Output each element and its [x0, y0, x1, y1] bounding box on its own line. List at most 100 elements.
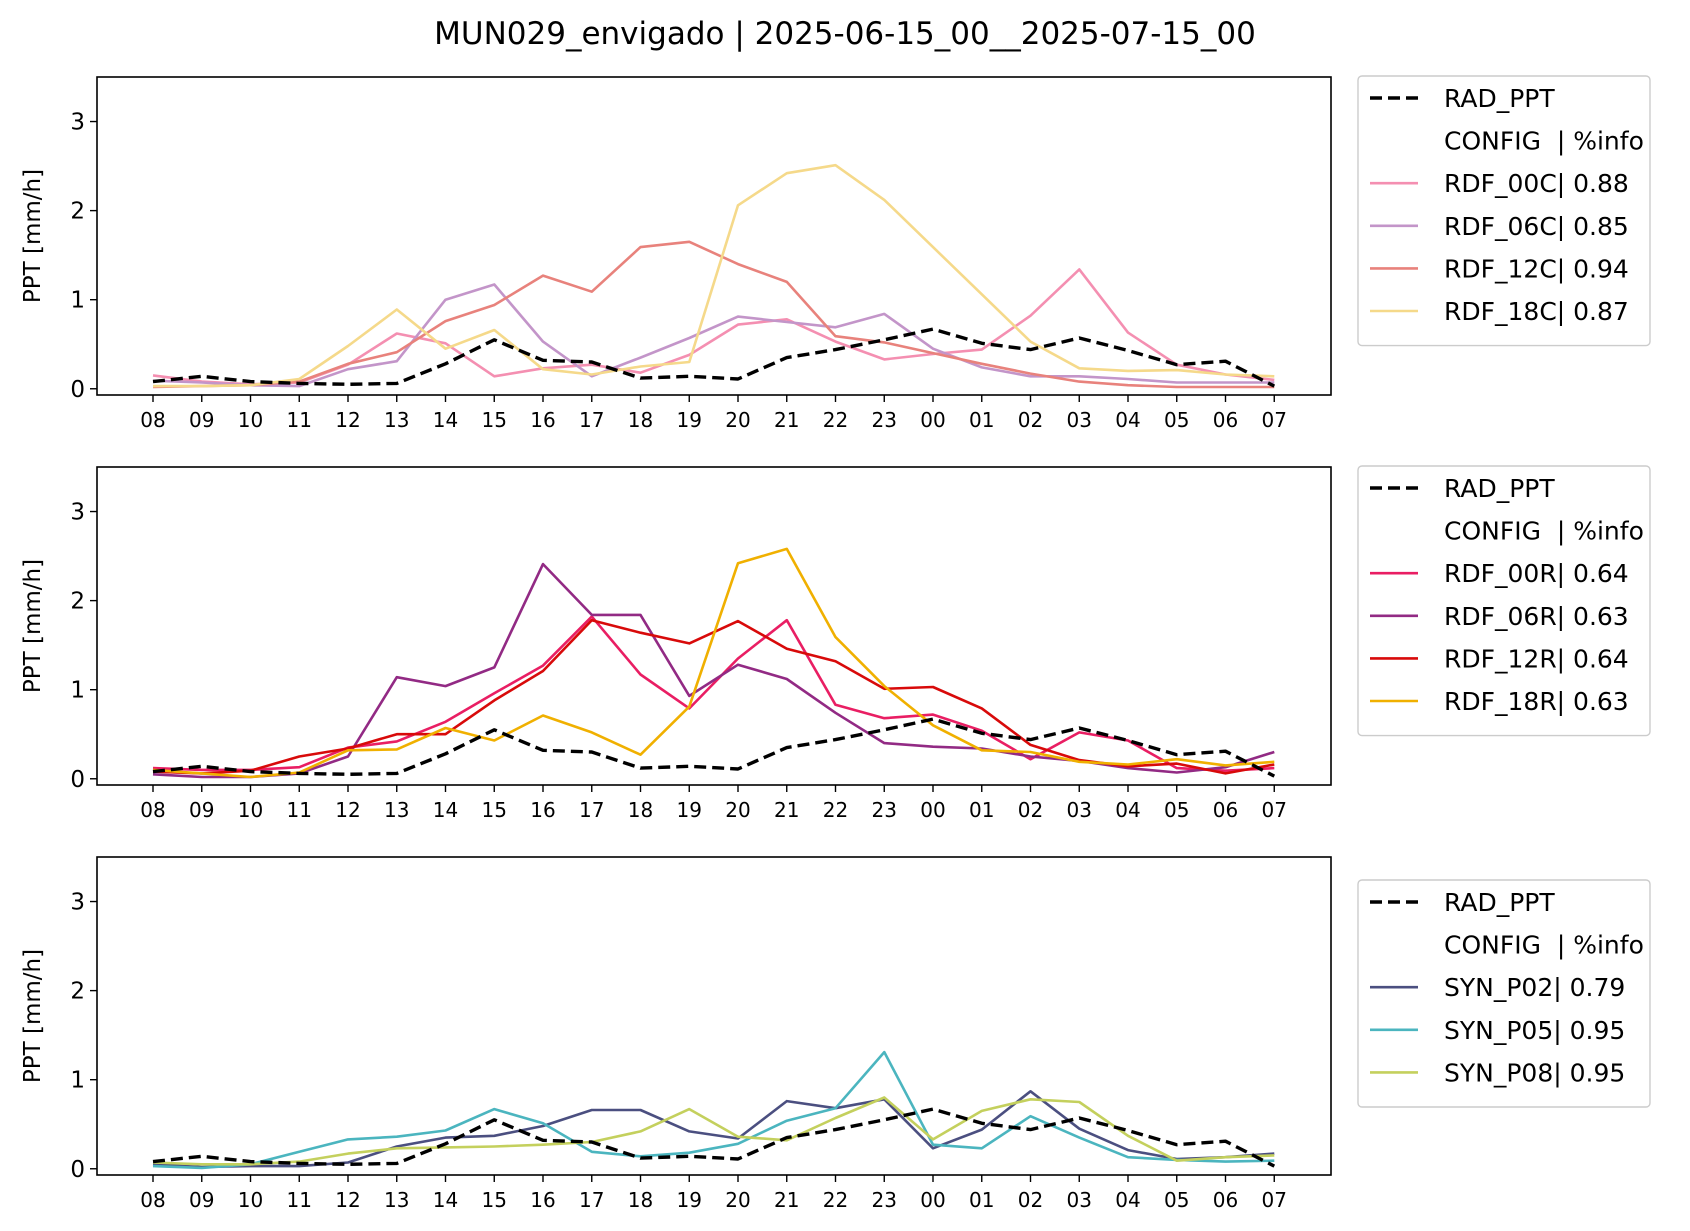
- legend-entry: RDF_12C| 0.94: [1444, 254, 1629, 283]
- x-tick-label: 23: [872, 798, 897, 822]
- x-tick-label: 13: [384, 408, 409, 432]
- legend-entry: SYN_P05| 0.95: [1444, 1016, 1625, 1045]
- x-tick-label: 06: [1213, 1188, 1238, 1212]
- legend-entry: RDF_06C| 0.85: [1444, 212, 1629, 241]
- series-line: [152, 240, 1275, 389]
- x-tick-label: 09: [189, 408, 214, 432]
- axes-frame: [96, 466, 1332, 786]
- legend: RAD_PPT CONFIG | %info RDF_00R| 0.64 RDF_06…: [1357, 465, 1651, 737]
- series-line: [152, 1050, 1275, 1170]
- x-tick-label: 07: [1262, 1188, 1287, 1212]
- x-tick-label: 20: [725, 1188, 750, 1212]
- x-tick-label: 12: [335, 408, 360, 432]
- legend-entry: RAD_PPT: [1444, 84, 1555, 113]
- x-tick-label: 02: [1018, 408, 1043, 432]
- x-tick-label: 22: [823, 408, 848, 432]
- x-tick-label: 09: [189, 798, 214, 822]
- x-tick-label: 00: [920, 408, 945, 432]
- x-tick-label: 14: [433, 1188, 458, 1212]
- legend-box: [1357, 465, 1651, 737]
- series-line: [152, 562, 1275, 779]
- legend-entry: RDF_00C| 0.88: [1444, 169, 1629, 198]
- x-tick-label: 03: [1067, 1188, 1092, 1212]
- x-tick-label: 18: [628, 798, 653, 822]
- x-tick-label: 14: [433, 408, 458, 432]
- x-tick-label: 11: [287, 1188, 312, 1212]
- series-line: [152, 327, 1276, 388]
- x-tick-label: 16: [530, 1188, 555, 1212]
- x-tick-label: 21: [774, 408, 799, 432]
- figure-title: MUN029_envigado | 2025-06-15_00__2025-07…: [434, 16, 1256, 52]
- y-axis-label: PPT [mm/h]: [20, 559, 46, 693]
- x-tick-label: 01: [969, 408, 994, 432]
- series-line: [152, 1090, 1275, 1169]
- x-tick-label: 23: [872, 408, 897, 432]
- y-tick-label: 1: [70, 678, 85, 704]
- x-tick-label: 11: [287, 798, 312, 822]
- y-tick-label: 3: [70, 500, 85, 526]
- x-tick-label: 16: [530, 798, 555, 822]
- x-tick-label: 10: [238, 798, 263, 822]
- legend-entry: RDF_18C| 0.87: [1444, 297, 1629, 326]
- series-line: [152, 283, 1275, 388]
- legend-entry: RDF_18R| 0.63: [1444, 687, 1629, 716]
- axes-frame: [96, 76, 1332, 396]
- series-line: [152, 1096, 1275, 1166]
- x-tick-label: 15: [482, 408, 507, 432]
- series-line: [153, 163, 1275, 388]
- y-tick-label: 0: [70, 1157, 85, 1183]
- x-tick-label: 18: [628, 1188, 653, 1212]
- y-tick-label: 3: [70, 890, 85, 916]
- x-tick-label: 07: [1262, 408, 1287, 432]
- x-tick-label: 15: [482, 798, 507, 822]
- x-tick-label: 04: [1115, 798, 1140, 822]
- x-tick-label: 10: [238, 1188, 263, 1212]
- x-tick-label: 02: [1018, 1188, 1043, 1212]
- x-tick-label: 19: [677, 1188, 702, 1212]
- x-tick-label: 17: [579, 1188, 604, 1212]
- x-tick-label: 01: [969, 1188, 994, 1212]
- y-tick-label: 3: [70, 110, 85, 136]
- x-tick-label: 09: [189, 1188, 214, 1212]
- x-tick-label: 21: [774, 798, 799, 822]
- legend-entry: RDF_00R| 0.64: [1444, 559, 1629, 588]
- x-tick-label: 15: [482, 1188, 507, 1212]
- x-tick-label: 17: [579, 408, 604, 432]
- x-tick-label: 01: [969, 798, 994, 822]
- x-tick-label: 06: [1213, 798, 1238, 822]
- legend-header: CONFIG | %info: [1444, 931, 1644, 960]
- x-tick-label: 18: [628, 408, 653, 432]
- x-tick-label: 20: [725, 408, 750, 432]
- x-tick-label: 22: [823, 1188, 848, 1212]
- x-tick-label: 13: [384, 798, 409, 822]
- series-line: [152, 717, 1276, 778]
- x-tick-label: 20: [725, 798, 750, 822]
- x-tick-label: 05: [1164, 1188, 1189, 1212]
- y-tick-label: 1: [70, 288, 85, 314]
- series-line: [152, 615, 1275, 773]
- x-tick-label: 23: [872, 1188, 897, 1212]
- legend: RAD_PPT CONFIG | %info RDF_00C| 0.88 RDF_06…: [1357, 75, 1651, 347]
- y-tick-label: 0: [70, 767, 85, 793]
- legend-entry: RAD_PPT: [1444, 474, 1555, 503]
- legend-box: [1357, 75, 1651, 347]
- y-tick-label: 0: [70, 377, 85, 403]
- x-tick-label: 14: [433, 798, 458, 822]
- x-tick-label: 04: [1115, 408, 1140, 432]
- x-tick-label: 22: [823, 798, 848, 822]
- axes-frame: [96, 856, 1332, 1176]
- x-tick-label: 19: [677, 408, 702, 432]
- x-tick-label: 00: [920, 798, 945, 822]
- x-tick-label: 04: [1115, 1188, 1140, 1212]
- x-tick-label: 08: [140, 408, 165, 432]
- legend-entry: RDF_12R| 0.64: [1444, 644, 1629, 673]
- x-tick-label: 12: [335, 798, 360, 822]
- x-tick-label: 11: [287, 408, 312, 432]
- x-tick-label: 16: [530, 408, 555, 432]
- y-tick-label: 1: [70, 1068, 85, 1094]
- legend-entry: RAD_PPT: [1444, 888, 1555, 917]
